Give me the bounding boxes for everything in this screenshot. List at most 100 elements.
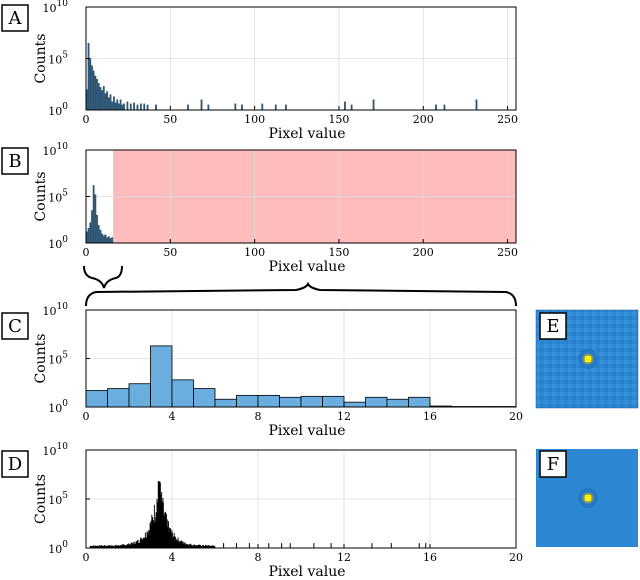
histogram-bar [408, 396, 431, 408]
panel-letter-a: A [1, 4, 29, 32]
x-tick-label: 12 [337, 551, 351, 564]
histogram-bar [372, 99, 375, 111]
y-tick-label: 1010 [43, 142, 69, 158]
histogram-bar [89, 222, 92, 244]
histogram-bar [99, 229, 102, 244]
histogram-bar [97, 225, 100, 244]
histogram-bar [187, 104, 189, 111]
histogram-bar [94, 194, 97, 244]
histogram-bar [104, 234, 107, 244]
x-tick-label: 16 [423, 551, 437, 564]
svg-text:C: C [8, 316, 22, 337]
histogram-bar [171, 379, 194, 408]
x-tick-label: 20 [509, 410, 523, 423]
x-axis-label: Pixel value [268, 126, 345, 142]
histogram-bar [119, 99, 122, 111]
zoom-bracket [83, 265, 517, 307]
histogram-bar [279, 396, 302, 408]
panel-b: 0 50 100 150 200 250 100 105 1010 Pixel value Coun… [33, 142, 518, 275]
histogram-bar [386, 398, 409, 408]
x-tick-label: 250 [497, 113, 518, 126]
y-tick-label: 1010 [43, 0, 69, 15]
y-tick-label: 100 [48, 102, 68, 118]
svg-text:E: E [546, 316, 559, 337]
y-tick-label: 105 [48, 51, 68, 67]
x-axis-label: Pixel value [268, 564, 345, 580]
x-tick-label: 12 [337, 410, 351, 423]
x-tick-label: 4 [169, 410, 176, 423]
histogram-bar [261, 103, 264, 111]
svg-text:B: B [8, 151, 21, 172]
y-tick-label: 100 [48, 235, 68, 251]
panel-c: 0 4 8 12 16 20 100 105 1010 Pixel value Counts [33, 302, 523, 439]
panel-letter-c: C [1, 312, 29, 340]
histogram-bar [85, 390, 108, 408]
y-tick-label: 1010 [43, 302, 69, 318]
histogram-bar [101, 90, 103, 111]
panel-a: 0 50 100 150 200 250 100 105 1010 Pixel value Coun… [33, 0, 518, 142]
y-axis-label: Counts [33, 334, 49, 384]
histogram-bar [87, 42, 90, 111]
histogram-bar [343, 401, 366, 408]
x-tick-label: 100 [244, 246, 265, 259]
x-axis-label: Pixel value [268, 423, 345, 439]
y-tick-label: 100 [48, 540, 68, 556]
histogram-bar [107, 97, 110, 111]
histogram-bar [99, 87, 102, 111]
histogram-bar [107, 388, 130, 408]
y-axis-label: Counts [33, 474, 49, 524]
histogram-bar [257, 394, 280, 408]
histogram-bar [126, 101, 129, 111]
y-tick-label: 1010 [43, 442, 69, 458]
histogram-bar [435, 104, 437, 111]
y-tick-label: 105 [48, 189, 68, 205]
small-brace [83, 265, 123, 289]
x-tick-label: 16 [423, 410, 437, 423]
histogram-bar [214, 398, 237, 408]
x-tick-label: 4 [169, 551, 176, 564]
x-tick-label: 0 [83, 410, 90, 423]
panel-letter-e: E [539, 312, 567, 340]
histogram-bar [155, 104, 157, 111]
svg-text:D: D [8, 454, 22, 475]
histogram-bar [344, 101, 346, 111]
histogram-bar [365, 396, 388, 408]
x-tick-label: 150 [328, 113, 349, 126]
histogram-bar [101, 233, 103, 244]
x-tick-label: 100 [244, 113, 265, 126]
histogram-bar [193, 388, 216, 408]
y-axis-label: Counts [33, 34, 49, 84]
histogram-bar [89, 58, 92, 111]
panel-letter-b: B [1, 147, 29, 175]
histogram-bar [443, 104, 446, 111]
x-tick-label: 0 [83, 551, 90, 564]
histogram-bar [128, 383, 151, 408]
histogram-bar [111, 101, 114, 111]
histogram-bar [106, 91, 109, 111]
histogram-bar [200, 99, 203, 111]
histogram-bar [106, 237, 109, 244]
histogram-bar [87, 227, 90, 244]
x-tick-label: 200 [413, 113, 434, 126]
histogram-bar [102, 235, 105, 244]
panel-letter-d: D [1, 450, 29, 478]
histogram-bar [143, 103, 146, 111]
histogram-bar [91, 210, 93, 244]
histogram-bar [133, 102, 135, 111]
x-tick-label: 0 [83, 246, 90, 259]
histogram-bar [236, 394, 259, 408]
x-tick-label: 20 [509, 551, 523, 564]
histogram-bar [234, 103, 237, 111]
x-tick-label: 50 [163, 113, 177, 126]
histogram-bar [92, 70, 95, 111]
histogram-bar [150, 345, 173, 408]
histogram-bar [475, 99, 478, 111]
histogram-bar [207, 104, 210, 111]
histogram-bar [241, 104, 243, 111]
y-axis-label: Counts [33, 172, 49, 222]
histogram-bar [322, 395, 345, 408]
histogram-bar [140, 103, 142, 111]
y-tick-label: 100 [48, 399, 68, 415]
histogram-bar [300, 395, 323, 408]
